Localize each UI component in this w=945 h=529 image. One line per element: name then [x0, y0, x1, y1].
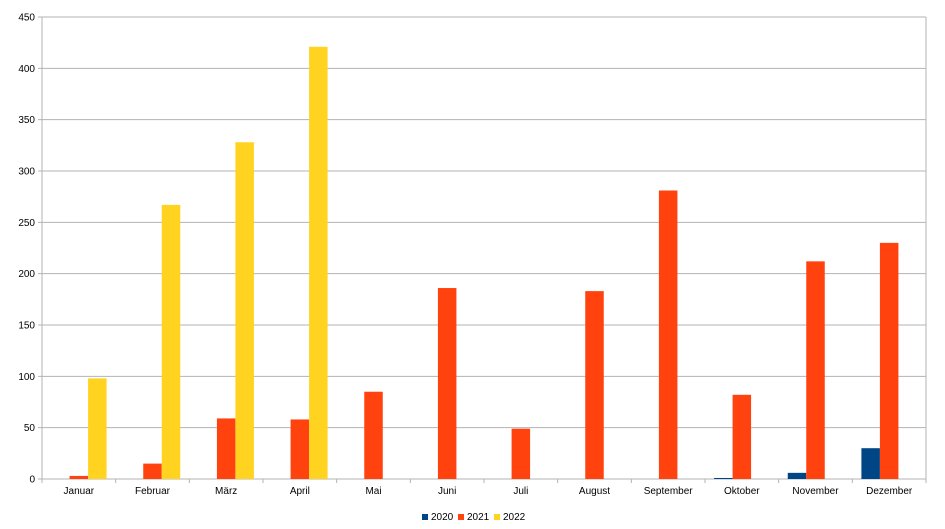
- gridlines: [38, 16, 927, 480]
- bar-2021-märz: [216, 418, 236, 479]
- bar-2020-november: [787, 472, 807, 479]
- bar-2022-februar: [161, 204, 181, 479]
- y-tick-label-200: 200: [18, 269, 35, 280]
- legend-swatch-2022: [494, 514, 500, 520]
- x-axis-ticks: [41, 479, 927, 483]
- bar-2022-januar: [88, 378, 107, 479]
- legend-label-2020: 2020: [431, 512, 454, 523]
- bar-2021-april: [290, 419, 310, 479]
- x-tick-label-november: November: [792, 486, 839, 497]
- x-tick-label-februar: Februar: [135, 486, 171, 497]
- x-tick-label-april: April: [290, 486, 310, 497]
- legend-swatch-2020: [422, 514, 428, 520]
- x-tick-label-august: August: [579, 486, 610, 497]
- x-tick-label-juli: Juli: [513, 486, 528, 497]
- y-tick-label-300: 300: [18, 167, 35, 178]
- bars: [69, 46, 899, 480]
- bar-2021-november: [806, 261, 825, 479]
- y-tick-label-100: 100: [18, 372, 35, 383]
- x-tick-label-september: September: [644, 486, 694, 497]
- x-axis-tick-labels: Januar Februar März April Mai Juni Juli August S…: [64, 486, 913, 497]
- bar-2022-april: [309, 46, 328, 479]
- legend: 2020 2021 2022: [422, 512, 526, 523]
- y-tick-label-50: 50: [24, 423, 36, 434]
- bar-2021-september: [658, 190, 678, 480]
- legend-label-2022: 2022: [503, 512, 526, 523]
- y-tick-label-150: 150: [18, 321, 35, 332]
- y-tick-label-450: 450: [18, 13, 35, 24]
- bar-2021-august: [585, 291, 604, 479]
- bar-2021-mai: [364, 391, 383, 479]
- legend-label-2021: 2021: [467, 512, 490, 523]
- x-tick-label-januar: Januar: [64, 486, 95, 497]
- bar-2021-juni: [437, 288, 457, 479]
- bar-2021-januar: [69, 475, 89, 479]
- bar-2021-dezember: [879, 242, 899, 479]
- bar-2020-dezember: [861, 448, 880, 479]
- x-tick-label-dezember: Dezember: [866, 486, 913, 497]
- bar-2021-juli: [511, 428, 531, 479]
- bar-2021-oktober: [732, 394, 752, 479]
- y-axis-tick-labels: 0 50 100 150 200 250 300 350 400 450: [18, 13, 35, 486]
- x-tick-label-oktober: Oktober: [724, 486, 760, 497]
- y-tick-label-250: 250: [18, 218, 35, 229]
- y-tick-label-0: 0: [29, 475, 35, 486]
- x-tick-label-märz: März: [215, 486, 237, 497]
- x-tick-label-mai: Mai: [365, 486, 381, 497]
- y-tick-label-400: 400: [18, 64, 35, 75]
- bar-2022-märz: [235, 142, 254, 479]
- bar-2020-oktober: [714, 477, 733, 479]
- x-tick-label-juni: Juni: [438, 486, 456, 497]
- y-tick-label-350: 350: [18, 115, 35, 126]
- bar-2021-februar: [143, 463, 162, 479]
- legend-swatch-2021: [458, 514, 464, 520]
